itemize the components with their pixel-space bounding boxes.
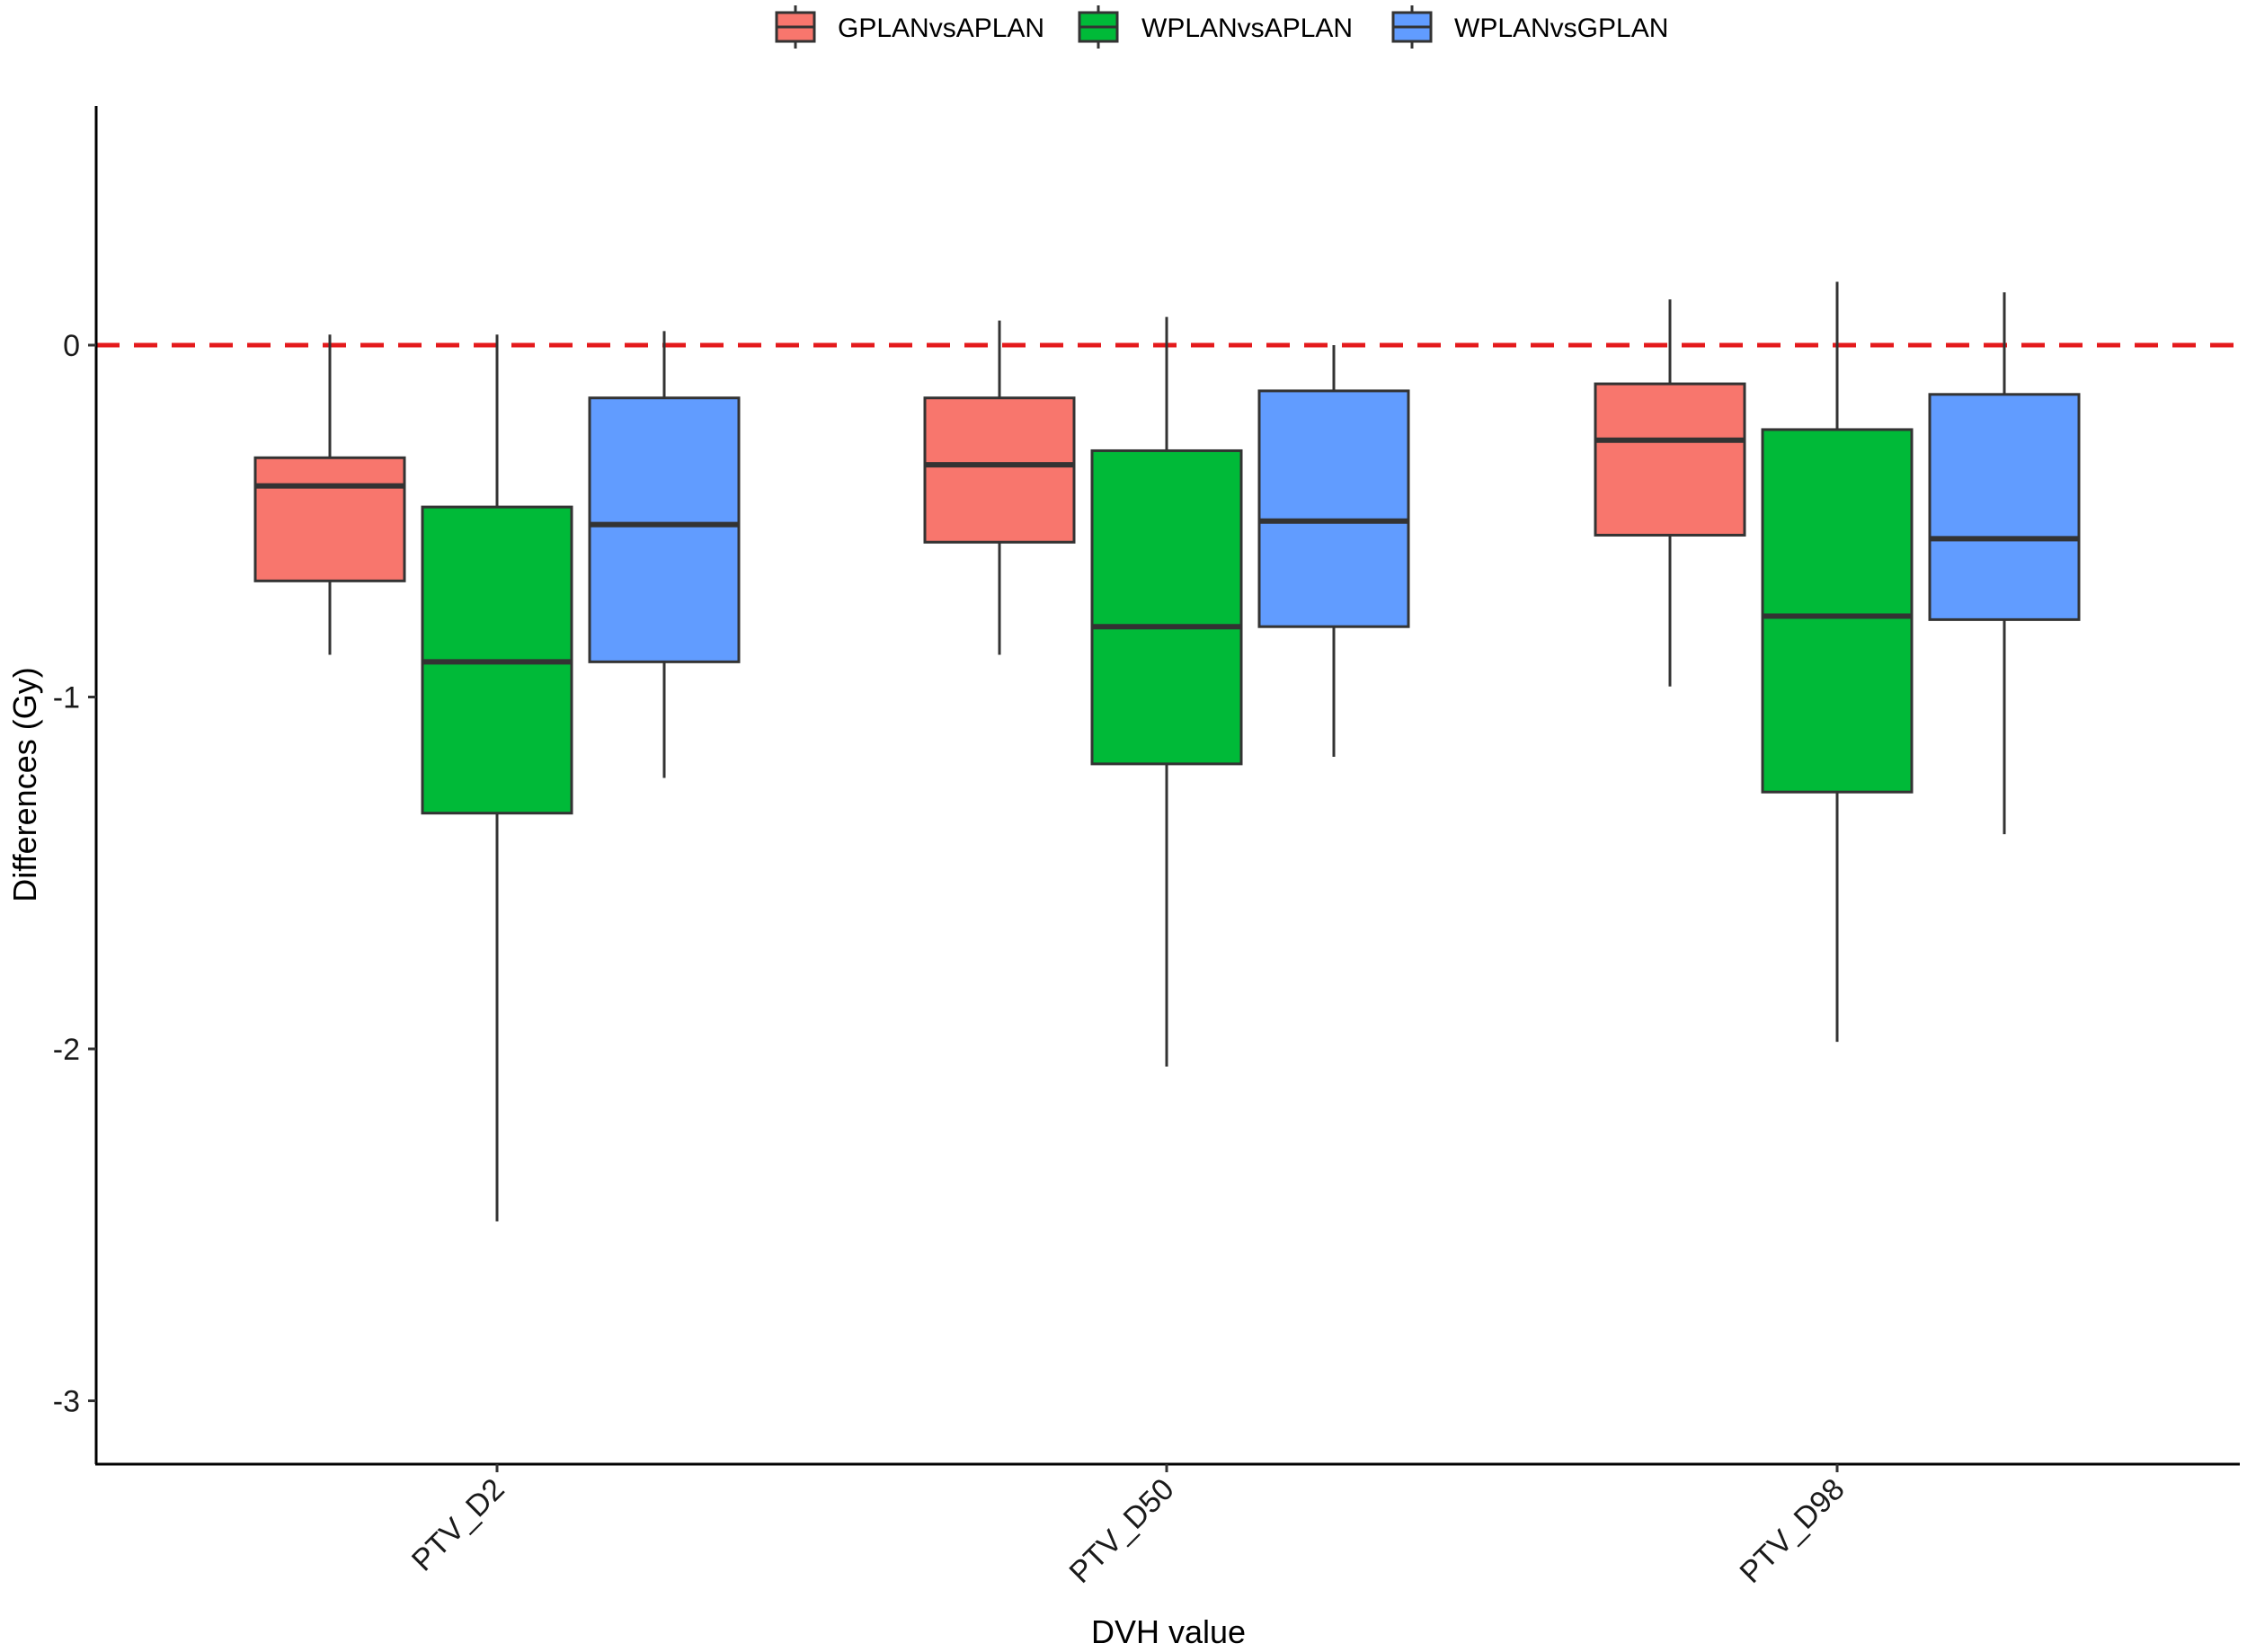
box-body: [923, 396, 1076, 544]
legend-item-GPLANvsAPLAN: GPLANvsAPLAN: [775, 5, 1044, 49]
box-body: [253, 456, 406, 582]
box-body: [1090, 449, 1243, 766]
y-axis-title: Differences (Gy): [6, 667, 43, 901]
box-body: [1928, 393, 2081, 621]
legend-item-WPLANvsAPLAN: WPLANvsAPLAN: [1078, 5, 1353, 49]
legend: GPLANvsAPLAN WPLANvsAPLAN WPLANvsGPLAN: [775, 5, 1668, 49]
box-WPLANvsGPLAN-PTV_D2: [588, 331, 741, 778]
box-body: [588, 396, 741, 663]
box-GPLANvsAPLAN-PTV_D2: [253, 334, 406, 655]
box-WPLANvsGPLAN-PTV_D50: [1257, 345, 1410, 758]
y-tick-label: -1: [53, 681, 80, 715]
box-WPLANvsAPLAN-PTV_D50: [1090, 316, 1243, 1067]
x-axis-title: DVH value: [1091, 1613, 1246, 1650]
box-GPLANvsAPLAN-PTV_D50: [923, 320, 1076, 655]
box-layer: [253, 281, 2081, 1221]
box-WPLANvsAPLAN-PTV_D98: [1761, 281, 1914, 1043]
box-WPLANvsGPLAN-PTV_D98: [1928, 292, 2081, 835]
box-WPLANvsAPLAN-PTV_D2: [421, 334, 573, 1221]
y-tick-label: 0: [63, 329, 80, 363]
y-tick-label: -3: [53, 1385, 80, 1419]
box-body: [1761, 428, 1914, 794]
y-ticks: 0 -1 -2 -3: [53, 329, 96, 1419]
box-GPLANvsAPLAN-PTV_D98: [1594, 299, 1746, 687]
box-body: [1594, 382, 1746, 537]
legend-label: WPLANvsAPLAN: [1141, 13, 1353, 43]
legend-item-WPLANvsGPLAN: WPLANvsGPLAN: [1391, 5, 1668, 49]
box-body: [1257, 389, 1410, 628]
y-tick-label: -2: [53, 1033, 80, 1067]
legend-label: WPLANvsGPLAN: [1454, 13, 1668, 43]
legend-label: GPLANvsAPLAN: [838, 13, 1044, 43]
